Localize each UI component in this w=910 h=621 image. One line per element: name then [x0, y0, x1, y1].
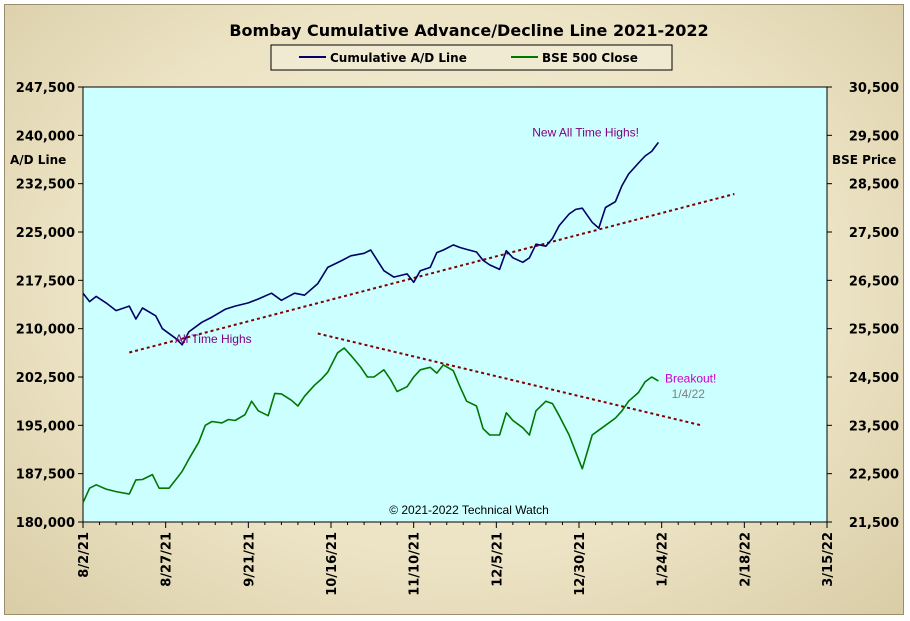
right-axis-title: BSE Price [832, 153, 896, 167]
y-right-tick-label: 23,500 [849, 419, 899, 434]
y-right-tick-label: 21,500 [849, 516, 899, 531]
legend-label-bse-close: BSE 500 Close [542, 51, 638, 65]
y-left-tick-label: 202,500 [16, 371, 75, 386]
chart-title: Bombay Cumulative Advance/Decline Line 2… [229, 21, 708, 40]
y-left-tick-label: 247,500 [16, 81, 75, 96]
y-left-tick-label: 187,500 [16, 468, 75, 483]
left-axis-title: A/D Line [10, 153, 66, 167]
annotation-group: New All Time Highs! All Time Highs Breakou… [175, 126, 716, 401]
annotation-label: 1/4/22 [672, 387, 706, 401]
y-left-tick-label: 180,000 [16, 516, 75, 531]
series-line-ad [82, 141, 660, 346]
y-right-tick-label: 24,500 [849, 371, 899, 386]
x-tick-label: 8/2/21 [77, 532, 92, 578]
y-left-tick-label: 240,000 [16, 129, 75, 144]
trendline-group [129, 193, 735, 427]
axes-group: 180,000 187,500 195,000 202,500 210,000 217,5… [16, 81, 899, 596]
x-tick-label: 12/5/21 [490, 532, 505, 587]
legend-label-ad-line: Cumulative A/D Line [330, 51, 467, 65]
x-tick-label: 12/30/21 [573, 532, 588, 596]
series-line-bse-close [82, 347, 659, 504]
x-tick-label: 3/15/22 [821, 532, 836, 587]
y-right-tick-label: 30,500 [849, 81, 899, 96]
legend-box [270, 44, 673, 71]
y-left-tick-label: 195,000 [16, 419, 75, 434]
y-right-tick-label: 25,500 [849, 323, 899, 338]
y-right-tick-label: 26,500 [849, 274, 899, 289]
x-tick-label: 11/10/21 [408, 532, 423, 596]
x-tick-label: 9/21/21 [242, 532, 257, 587]
annotation-label: All Time Highs [175, 332, 252, 346]
plot-area [82, 86, 828, 523]
annotation-label: New All Time Highs! [532, 126, 639, 140]
y-left-tick-label: 232,500 [16, 178, 75, 193]
copyright-text: © 2021-2022 Technical Watch [389, 503, 549, 517]
y-left-tick-label: 217,500 [16, 274, 75, 289]
y-left-tick-label: 225,000 [16, 226, 75, 241]
x-tick-label: 2/18/22 [738, 532, 753, 587]
x-tick-label: 10/16/21 [325, 532, 340, 596]
y-right-tick-label: 28,500 [849, 178, 899, 193]
trendline-left [129, 193, 735, 354]
series-group [82, 141, 660, 504]
x-tick-label: 8/27/21 [160, 532, 175, 587]
y-right-tick-label: 22,500 [849, 468, 899, 483]
y-left-tick-label: 210,000 [16, 323, 75, 338]
y-right-tick-label: 27,500 [849, 226, 899, 241]
x-tick-label: 1/24/22 [656, 532, 671, 587]
y-right-tick-label: 29,500 [849, 129, 899, 144]
annotation-label: Breakout! [665, 371, 716, 385]
